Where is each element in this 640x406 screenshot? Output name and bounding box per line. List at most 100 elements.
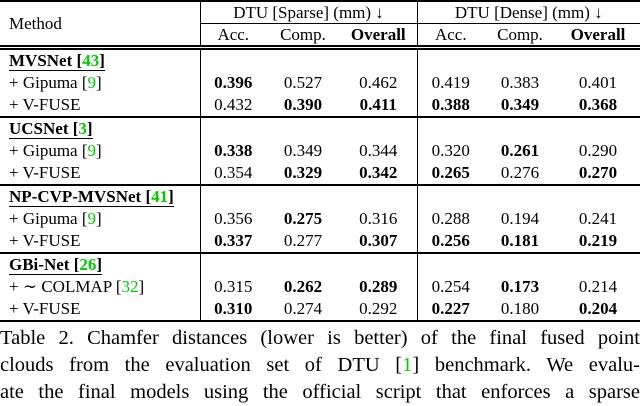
- metric-value: 0.289: [340, 276, 418, 298]
- citation-link[interactable]: 43: [82, 51, 100, 70]
- metric-value: 0.419: [431, 73, 470, 92]
- table-row: + Gipuma [9] 0.396 0.527 0.462 0.419 0.3…: [0, 72, 640, 94]
- metric-value: 0.262: [283, 277, 323, 296]
- group-name-cell: MVSNet [43]: [0, 47, 201, 72]
- metric-value: 0.368: [578, 95, 618, 114]
- metric-value: 0.276: [500, 163, 540, 182]
- table-row: + Gipuma [9] 0.338 0.349 0.344 0.320 0.2…: [0, 140, 640, 162]
- method-label-cell: + V-FUSE: [0, 162, 201, 185]
- empty-cell: [200, 117, 418, 140]
- col-header-comp-dense: Comp.: [484, 23, 557, 50]
- citation-link[interactable]: 9: [87, 209, 97, 228]
- metric-value: 0.265: [431, 163, 470, 182]
- group-ucsnet: UCSNet [3] + Gipuma [9] 0.338 0.349 0.34…: [0, 117, 640, 185]
- metric-value: 0.270: [578, 163, 618, 182]
- table-row: + V-FUSE 0.337 0.277 0.307 0.256 0.181 0…: [0, 230, 640, 253]
- empty-cell: [200, 47, 418, 72]
- metric-value: 0.338: [214, 141, 253, 160]
- table-row: + V-FUSE 0.310 0.274 0.292 0.227 0.180 0…: [0, 298, 640, 321]
- metric-value: 0.194: [500, 209, 540, 228]
- table-row: + V-FUSE 0.354 0.329 0.342 0.265 0.276 0…: [0, 162, 640, 185]
- metric-value: 0.274: [283, 299, 323, 318]
- metric-value: 0.277: [283, 231, 323, 250]
- metric-value: 0.261: [500, 141, 540, 160]
- metric-value: 0.292: [340, 298, 418, 321]
- citation-link[interactable]: 3: [78, 119, 87, 138]
- citation-link[interactable]: 41: [151, 187, 169, 206]
- metric-value: 0.390: [283, 95, 323, 114]
- group-name-cell: UCSNet [3]: [0, 117, 201, 140]
- empty-cell: [417, 117, 640, 140]
- citation-link[interactable]: 9: [87, 73, 97, 92]
- metric-value: 0.344: [340, 140, 418, 162]
- metric-value: 0.310: [214, 299, 253, 318]
- metric-value: 0.462: [340, 72, 418, 94]
- table-row: + V-FUSE 0.432 0.390 0.411 0.388 0.349 0…: [0, 94, 640, 117]
- group-gbi-net: GBi-Net [26] + ∼ COLMAP [32] 0.315 0.262…: [0, 253, 640, 321]
- metric-value: 0.181: [500, 231, 540, 250]
- header-row-metrics: Acc. Comp. Overall Acc. Comp. Overall: [0, 23, 640, 50]
- empty-cell: [417, 253, 640, 276]
- caption-line-3: ate the final models using the official …: [0, 381, 640, 403]
- metric-value: 0.401: [578, 73, 618, 92]
- col-header-acc-dense: Acc.: [417, 23, 485, 50]
- metric-value: 0.315: [214, 277, 253, 296]
- col-header-method: Method: [0, 1, 201, 50]
- empty-cell: [417, 185, 640, 208]
- col-header-overall-dense: Overall: [556, 23, 640, 50]
- group-header-row: UCSNet [3]: [0, 117, 640, 140]
- metric-value: 0.356: [214, 209, 253, 228]
- metric-value: 0.227: [431, 299, 470, 318]
- metric-value: 0.329: [283, 163, 323, 182]
- col-header-acc-sparse: Acc.: [200, 23, 266, 50]
- method-name: MVSNet [43]: [9, 51, 105, 71]
- metric-value: 0.241: [578, 209, 618, 228]
- method-name: UCSNet [3]: [9, 119, 93, 139]
- metric-value: 0.316: [340, 208, 418, 230]
- metric-value: 0.256: [431, 231, 470, 250]
- metric-value: 0.219: [578, 231, 618, 250]
- metric-value: 0.254: [431, 277, 470, 296]
- metric-value: 0.396: [214, 73, 253, 92]
- metric-value: 0.354: [214, 163, 253, 182]
- empty-cell: [200, 185, 418, 208]
- metric-value: 0.173: [500, 277, 540, 296]
- col-group-dtu-sparse: DTU [Sparse] (mm) ↓: [200, 1, 418, 24]
- group-header-row: NP-CVP-MVSNet [41]: [0, 185, 640, 208]
- method-name: NP-CVP-MVSNet [41]: [9, 187, 174, 207]
- metric-value: 0.320: [431, 141, 470, 160]
- metric-value: 0.349: [283, 141, 323, 160]
- method-label-cell: + V-FUSE: [0, 230, 201, 253]
- citation-link[interactable]: 1: [402, 354, 413, 376]
- metric-value: 0.180: [500, 299, 540, 318]
- table-header: Method DTU [Sparse] (mm) ↓ DTU [Dense] (…: [0, 1, 640, 50]
- col-header-comp-sparse: Comp.: [266, 23, 340, 50]
- metric-value: 0.342: [340, 162, 418, 185]
- method-label-cell: + Gipuma [9]: [0, 140, 201, 162]
- method-label-cell: + Gipuma [9]: [0, 72, 201, 94]
- metric-value: 0.307: [340, 230, 418, 253]
- col-header-overall-sparse: Overall: [340, 23, 418, 50]
- method-label-cell: + Gipuma [9]: [0, 208, 201, 230]
- table-row: + Gipuma [9] 0.356 0.275 0.316 0.288 0.1…: [0, 208, 640, 230]
- metric-value: 0.349: [500, 95, 540, 114]
- metric-value: 0.214: [578, 277, 618, 296]
- metric-value: 0.411: [340, 94, 418, 117]
- group-header-row: GBi-Net [26]: [0, 253, 640, 276]
- method-label-cell: + V-FUSE: [0, 94, 201, 117]
- method-name: GBi-Net [26]: [9, 255, 103, 275]
- citation-link[interactable]: 32: [121, 277, 139, 296]
- metric-value: 0.388: [431, 95, 470, 114]
- results-table: Method DTU [Sparse] (mm) ↓ DTU [Dense] (…: [0, 0, 640, 322]
- citation-link[interactable]: 26: [79, 255, 97, 274]
- group-name-cell: NP-CVP-MVSNet [41]: [0, 185, 201, 208]
- table-row: + ∼ COLMAP [32] 0.315 0.262 0.289 0.254 …: [0, 276, 640, 298]
- group-header-row: MVSNet [43]: [0, 47, 640, 72]
- table-caption: Table 2. Chamfer distances (lower is bet…: [0, 325, 640, 406]
- metric-value: 0.432: [214, 95, 253, 114]
- header-row-groups: Method DTU [Sparse] (mm) ↓ DTU [Dense] (…: [0, 1, 640, 50]
- empty-cell: [200, 253, 418, 276]
- caption-line-2: clouds from the evaluation set of DTU [1…: [0, 354, 640, 376]
- citation-link[interactable]: 9: [87, 141, 97, 160]
- method-label-cell: + V-FUSE: [0, 298, 201, 321]
